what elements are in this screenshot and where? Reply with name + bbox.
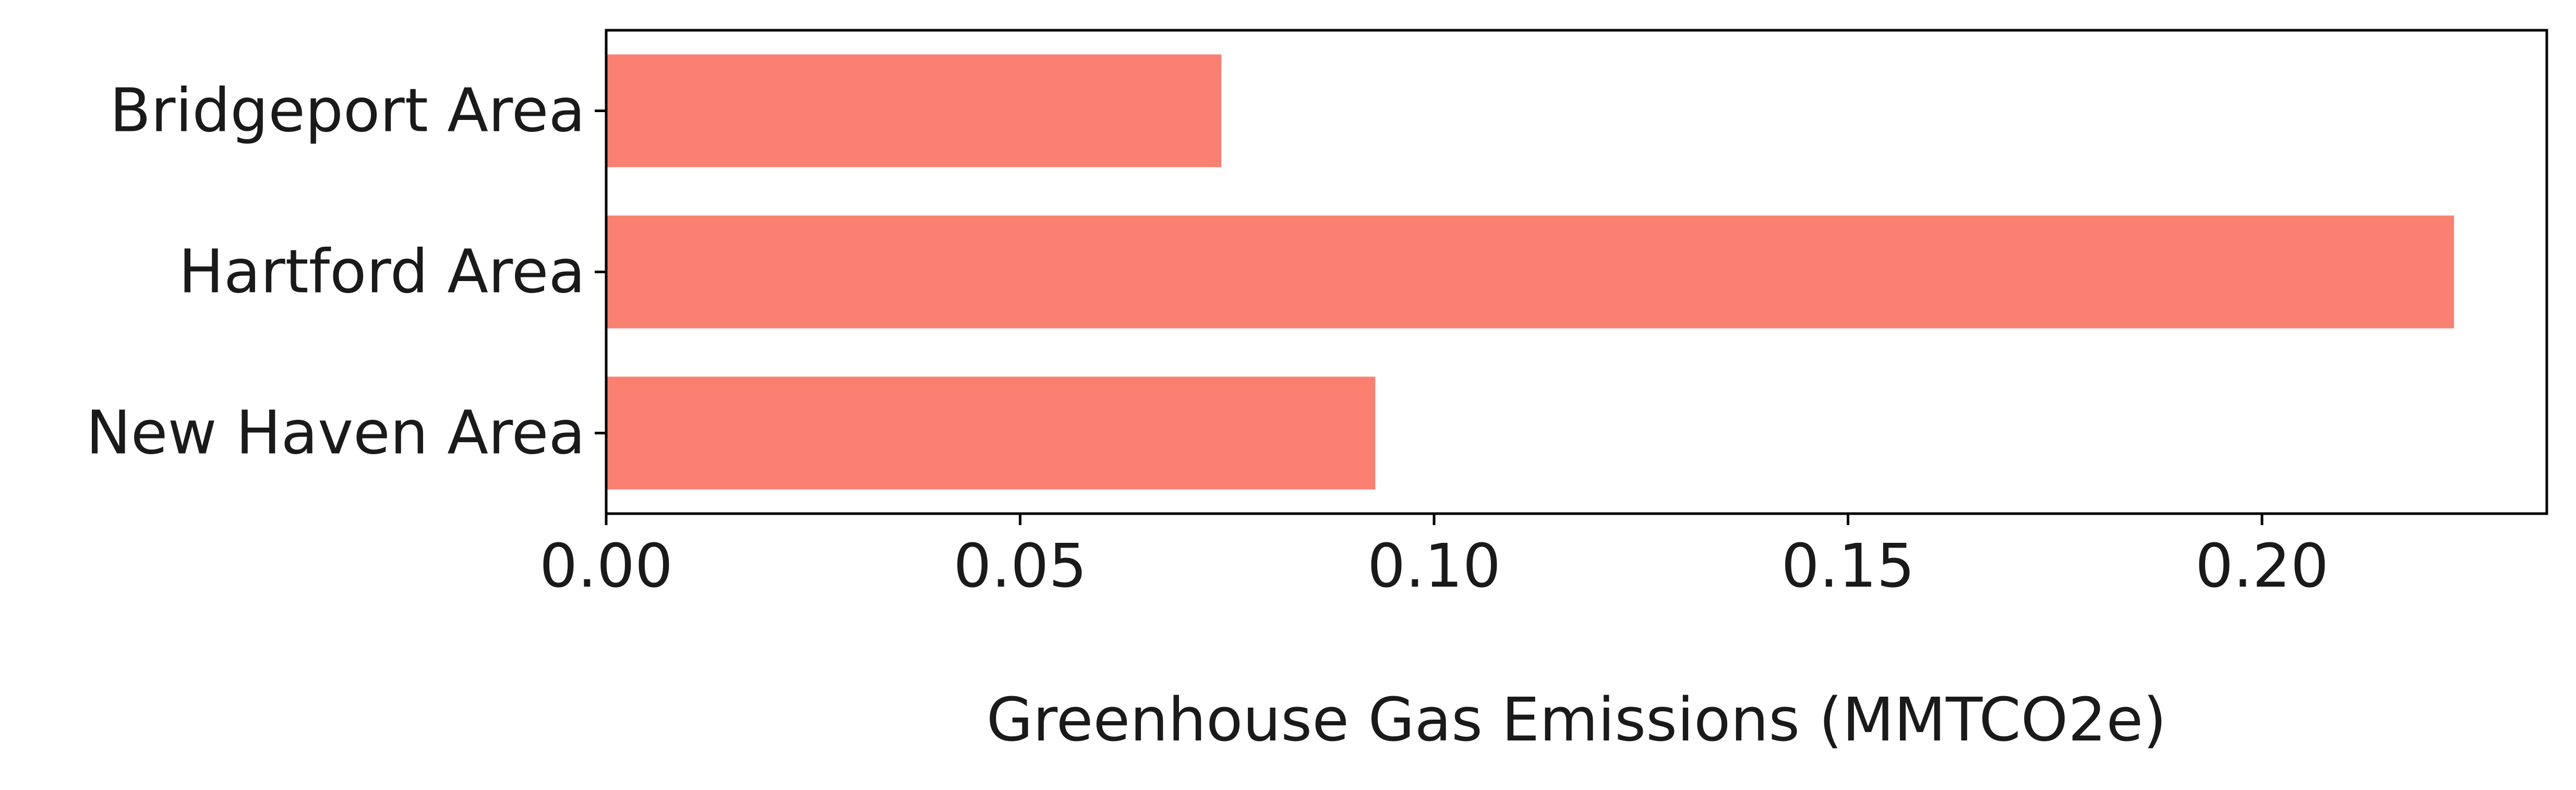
x-tick-label-4: 0.20 <box>2195 531 2329 601</box>
x-tick-label-0: 0.00 <box>539 531 673 601</box>
bars-layer <box>606 54 2454 490</box>
bar-hartford-area <box>606 215 2454 329</box>
x-tick-label-3: 0.15 <box>1781 531 1915 601</box>
ticks-layer: Bridgeport Area Hartford Area New Haven Ar… <box>86 76 2329 602</box>
y-tick-label-bridgeport-area: Bridgeport Area <box>110 76 585 146</box>
bar-bridgeport-area <box>606 54 1222 167</box>
x-axis-title: Greenhouse Gas Emissions (MMTCO2e) <box>986 685 2166 755</box>
plot-frame <box>605 29 2548 515</box>
y-tick-label-hartford-area: Hartford Area <box>178 237 585 307</box>
y-tick-label-new-haven-area: New Haven Area <box>86 398 585 468</box>
x-tick-label-2: 0.10 <box>1367 531 1501 601</box>
bar-new-haven-area <box>606 376 1376 490</box>
x-tick-label-1: 0.05 <box>953 531 1087 601</box>
